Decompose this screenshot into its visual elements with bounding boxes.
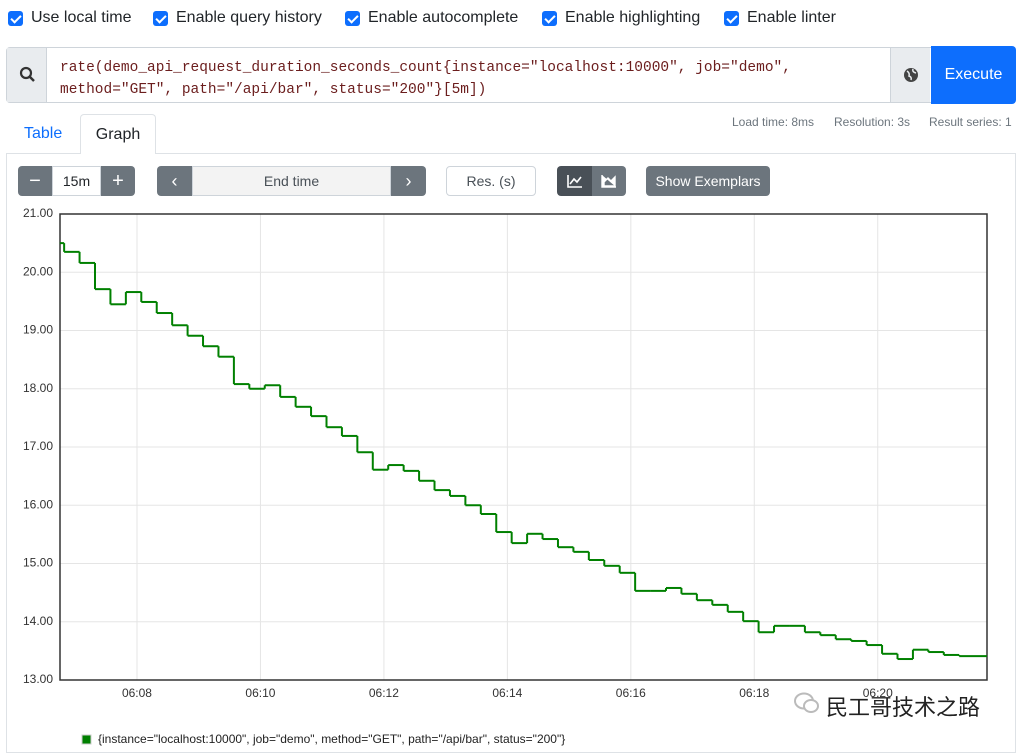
search-icon [7,48,47,102]
range-decrease[interactable]: − [18,166,52,196]
checkbox[interactable]: Enable query history [153,9,322,27]
tab-active[interactable]: Graph [80,114,156,154]
y-tick-label: 19.00 [23,323,53,337]
checkbox-label: Enable linter [747,9,836,26]
x-tick-label: 06:10 [245,686,275,700]
resolution-input[interactable]: Res. (s) [446,166,536,196]
metrics-explorer[interactable] [890,48,930,102]
icon [601,175,616,188]
exemplars-button[interactable]: Show Exemplars [646,166,770,196]
query-line: method="GET", path="/api/bar", status="2… [60,82,487,98]
stat: Load time: 8ms [732,115,815,129]
y-tick-label: 16.00 [23,497,53,511]
y-tick-label: 18.00 [23,381,53,395]
checkbox-label: Use local time [31,9,132,26]
icon [904,68,918,82]
tab-label: Graph [95,125,141,143]
x-tick-label: 06:12 [369,686,399,700]
x-tick-label: 06:18 [739,686,769,700]
query-input[interactable]: rate(demo_api_request_duration_seconds_c… [60,57,791,101]
y-tick-label: 15.00 [23,556,53,570]
range-increase[interactable]: + [101,166,135,196]
x-tick-label: 06:20 [863,686,893,700]
execute-button[interactable]: Execute [931,46,1016,104]
line-chart-button[interactable] [557,166,592,196]
x-tick-label: 06:16 [616,686,646,700]
checkbox-label: Enable query history [176,9,322,26]
y-tick-label: 20.00 [23,264,53,278]
time-back[interactable]: ‹ [157,166,192,196]
stacked-chart-button[interactable] [592,166,626,196]
icon [19,66,35,82]
time-forward[interactable]: › [391,166,426,196]
icon [794,692,819,713]
y-tick-label: 17.00 [23,439,53,453]
checkbox[interactable]: Enable highlighting [542,9,700,27]
y-tick-label: 13.00 [23,672,53,686]
stat: Result series: 1 [929,115,1012,129]
y-tick-label: 21.00 [23,206,53,220]
checkbox-label: Enable autocomplete [368,9,519,26]
range-input[interactable]: 15m [52,166,101,196]
end-time-input[interactable]: End time [192,166,391,196]
plot-frame [59,213,988,681]
watermark-icon [792,688,822,718]
tab[interactable]: Table [24,125,63,142]
y-tick-label: 14.00 [23,614,53,628]
checkbox[interactable]: Enable linter [724,9,836,27]
x-tick-label: 06:14 [492,686,522,700]
stat: Resolution: 3s [834,115,911,129]
query-line: rate(demo_api_request_duration_seconds_c… [60,60,791,76]
icon [566,175,582,188]
legend-label: {instance="localhost:10000", job="demo",… [98,732,565,746]
checkbox[interactable]: Enable autocomplete [345,9,518,27]
chart: 13.00 14.00 15.00 16.00 17.00 18.00 19.00 20.00… [23,206,988,746]
series [59,242,987,661]
checkbox-label: Enable highlighting [565,9,701,26]
legend-swatch [81,734,92,745]
watermark: 民工哥技术之路 [826,695,981,720]
checkbox[interactable]: Use local time [8,9,131,27]
x-tick-label: 06:08 [122,686,152,700]
